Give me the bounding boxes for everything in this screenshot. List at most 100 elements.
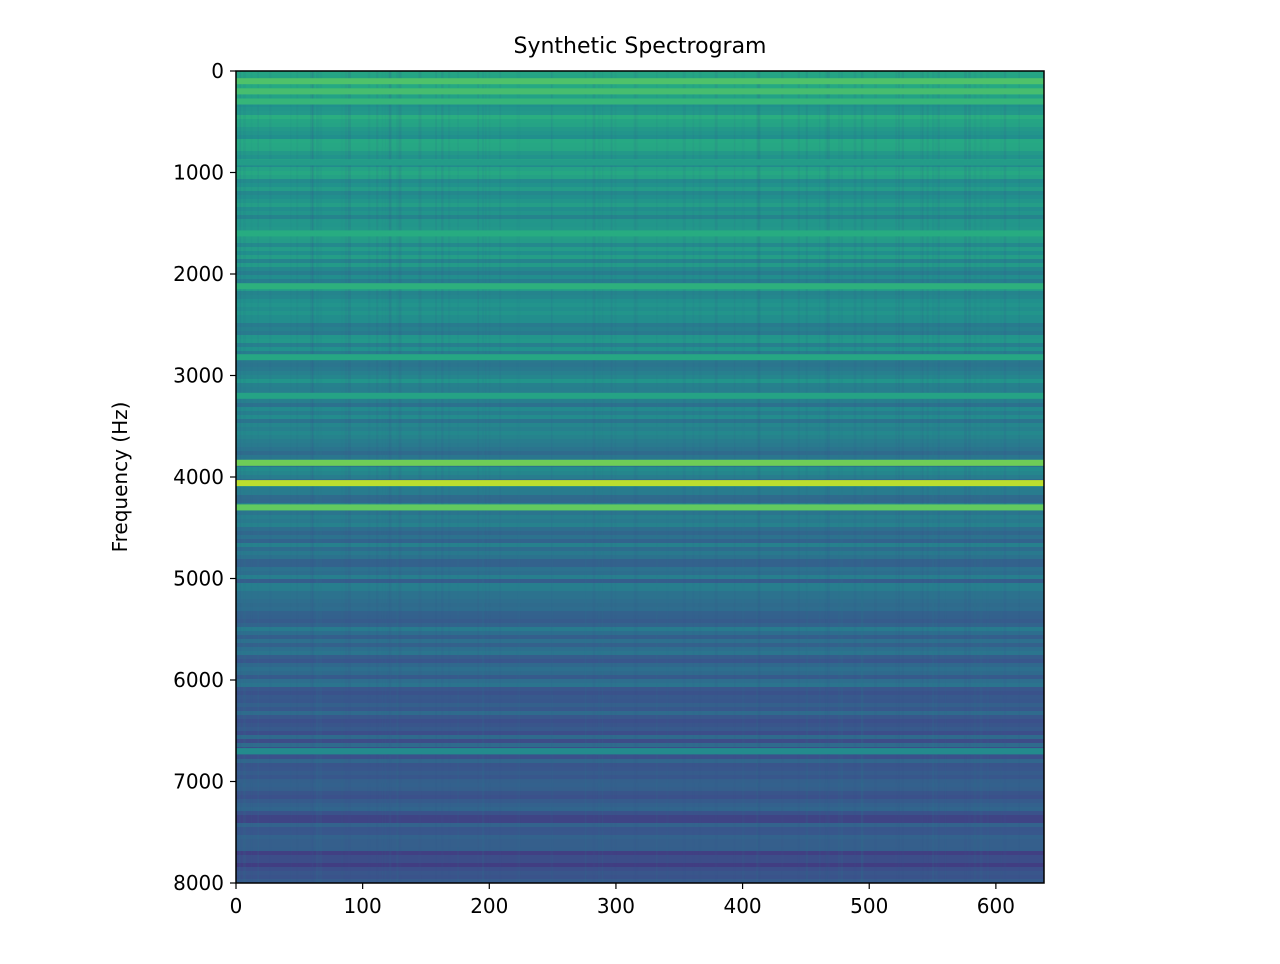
heatmap-row [236, 175, 1044, 180]
heatmap-column [922, 71, 924, 883]
heatmap-row [236, 879, 1044, 883]
heatmap-row [236, 787, 1044, 792]
heatmap-row [236, 595, 1044, 600]
heatmap-column [381, 71, 384, 883]
x-tick-label: 100 [344, 894, 382, 918]
heatmap-row [236, 123, 1044, 128]
heatmap-row [236, 347, 1044, 352]
heatmap-column [348, 71, 351, 883]
heatmap-column [968, 71, 971, 883]
heatmap-row [236, 519, 1044, 524]
heatmap-column [874, 71, 877, 883]
heatmap-column [240, 71, 242, 883]
heatmap-row [236, 727, 1044, 732]
heatmap-column [758, 71, 761, 883]
heatmap-row [236, 455, 1044, 460]
heatmap-column [239, 71, 241, 883]
heatmap-column [656, 71, 658, 883]
heatmap-column [897, 71, 900, 883]
heatmap-row [236, 791, 1044, 796]
heatmap-column [319, 71, 323, 883]
frequency-band [236, 748, 1044, 755]
heatmap-column [901, 71, 904, 883]
x-tick-label: 300 [597, 894, 635, 918]
heatmap-row [236, 327, 1044, 332]
heatmap-row [236, 799, 1044, 804]
heatmap-row [236, 431, 1044, 436]
heatmap-row [236, 663, 1044, 668]
heatmap-column [485, 71, 487, 883]
heatmap-row [236, 763, 1044, 768]
frequency-band [236, 480, 1044, 487]
heatmap-column [269, 71, 272, 883]
x-tick-label: 0 [230, 894, 243, 918]
heatmap-row [236, 451, 1044, 456]
heatmap-row [236, 539, 1044, 544]
heatmap-row [236, 579, 1044, 584]
heatmap-column [964, 71, 967, 883]
heatmap-row [236, 311, 1044, 316]
heatmap-row [236, 183, 1044, 188]
heatmap-row [236, 575, 1044, 580]
heatmap-column [1003, 71, 1007, 883]
frequency-band [236, 354, 1044, 361]
heatmap-row [236, 299, 1044, 304]
x-axis: 0 100 200 300 400 500 600 [230, 883, 1015, 918]
heatmap-column [937, 71, 940, 883]
heatmap-row [236, 411, 1044, 416]
frequency-band [236, 459, 1044, 466]
heatmap-row [236, 335, 1044, 340]
heatmap-row [236, 243, 1044, 248]
heatmap-column [457, 71, 459, 883]
heatmap-row [236, 295, 1044, 300]
heatmap-column [781, 71, 784, 883]
heatmap-row [236, 615, 1044, 620]
heatmap-row [236, 291, 1044, 296]
heatmap-row [236, 543, 1044, 548]
heatmap-column [312, 71, 314, 883]
heatmap-column [682, 71, 686, 883]
heatmap-row [236, 831, 1044, 836]
heatmap-row [236, 119, 1044, 124]
heatmap-row [236, 367, 1044, 372]
heatmap-row [236, 475, 1044, 480]
heatmap-column [610, 71, 613, 883]
heatmap-row [236, 755, 1044, 760]
y-tick-label: 4000 [173, 465, 224, 489]
heatmap-column [635, 71, 639, 883]
heatmap-column [986, 71, 990, 883]
heatmap-row [236, 435, 1044, 440]
heatmap-column [597, 71, 601, 883]
heatmap-row [236, 235, 1044, 240]
heatmap-row [236, 555, 1044, 560]
heatmap-column [441, 71, 444, 883]
heatmap-row [236, 783, 1044, 788]
heatmap-row [236, 843, 1044, 848]
x-tick-label: 500 [850, 894, 888, 918]
heatmap-row [236, 863, 1044, 868]
heatmap-row [236, 551, 1044, 556]
heatmap-row [236, 207, 1044, 212]
heatmap-column [243, 71, 246, 883]
heatmap-row [236, 75, 1044, 80]
heatmap-row [236, 379, 1044, 384]
heatmap-row [236, 371, 1044, 376]
heatmap-row [236, 247, 1044, 252]
heatmap-row [236, 635, 1044, 640]
frequency-band [236, 283, 1044, 290]
heatmap-row [236, 511, 1044, 516]
heatmap-row [236, 403, 1044, 408]
heatmap-column [340, 71, 344, 883]
x-tick-label: 400 [723, 894, 761, 918]
heatmap-column [316, 71, 319, 883]
y-tick-label: 5000 [173, 567, 224, 591]
heatmap-row [236, 671, 1044, 676]
plot-frame [235, 70, 1045, 884]
heatmap-row [236, 811, 1044, 816]
y-tick-label: 1000 [173, 161, 224, 185]
heatmap-row [236, 179, 1044, 184]
heatmap-column [825, 71, 829, 883]
heatmap-row [236, 323, 1044, 328]
heatmap-row [236, 847, 1044, 852]
heatmap-column [698, 71, 702, 883]
